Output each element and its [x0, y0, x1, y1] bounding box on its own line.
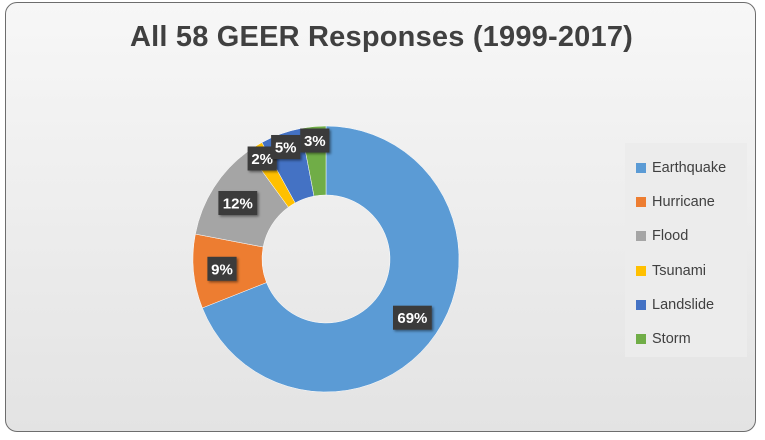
data-label-text: 12%: [223, 196, 253, 213]
legend-label-flood: Flood: [652, 228, 689, 245]
data-label-box: [207, 256, 237, 281]
data-label-flood: 12%: [218, 191, 258, 215]
legend-swatch-hurricane: [636, 197, 646, 208]
legend-swatch-landslide: [636, 299, 646, 310]
legend-label-earthquake: Earthquake: [652, 160, 727, 177]
data-label-text: 69%: [397, 310, 427, 327]
legend-swatch-earthquake: [636, 163, 646, 174]
data-label-box: [300, 128, 330, 153]
data-label-landslide: 5%: [271, 135, 301, 159]
legend-item-hurricane: Hurricane: [625, 185, 747, 219]
legend-item-earthquake: Earthquake: [625, 151, 747, 185]
donut-data-labels: 69% 9% 12% 2%5% 3%: [207, 128, 432, 330]
chart-frame: All 58 GEER Responses (1999-2017) 69% 9% 1…: [5, 2, 756, 432]
legend-label-tsunami: Tsunami: [652, 262, 706, 279]
data-label-text: 9%: [211, 261, 233, 278]
legend-swatch-tsunami: [636, 265, 646, 276]
data-label-text: 5%: [275, 140, 297, 157]
donut-chart: 69% 9% 12% 2%5% 3%: [192, 125, 460, 393]
legend-swatch-storm: [636, 334, 646, 345]
legend-item-landslide: Landslide: [625, 288, 747, 322]
legend-label-hurricane: Hurricane: [652, 194, 715, 211]
chart-title: All 58 GEER Responses (1999-2017): [129, 21, 634, 53]
legend-item-storm: Storm: [625, 322, 747, 356]
legend-item-flood: Flood: [625, 219, 747, 253]
legend: Earthquake Hurricane Flood Tsunami Lands…: [625, 143, 747, 357]
legend-swatch-flood: [636, 231, 646, 242]
data-label-box: [218, 191, 258, 215]
data-label-box: [271, 135, 301, 159]
legend-label-storm: Storm: [652, 331, 691, 348]
data-label-hurricane: 9%: [207, 256, 237, 281]
legend-item-tsunami: Tsunami: [625, 254, 747, 288]
data-label-storm: 3%: [300, 128, 330, 153]
legend-label-landslide: Landslide: [652, 296, 715, 313]
data-label-text: 3%: [304, 133, 326, 150]
data-label-earthquake: 69%: [393, 305, 432, 330]
data-label-box: [393, 305, 432, 330]
data-label-text: 2%: [251, 151, 273, 168]
